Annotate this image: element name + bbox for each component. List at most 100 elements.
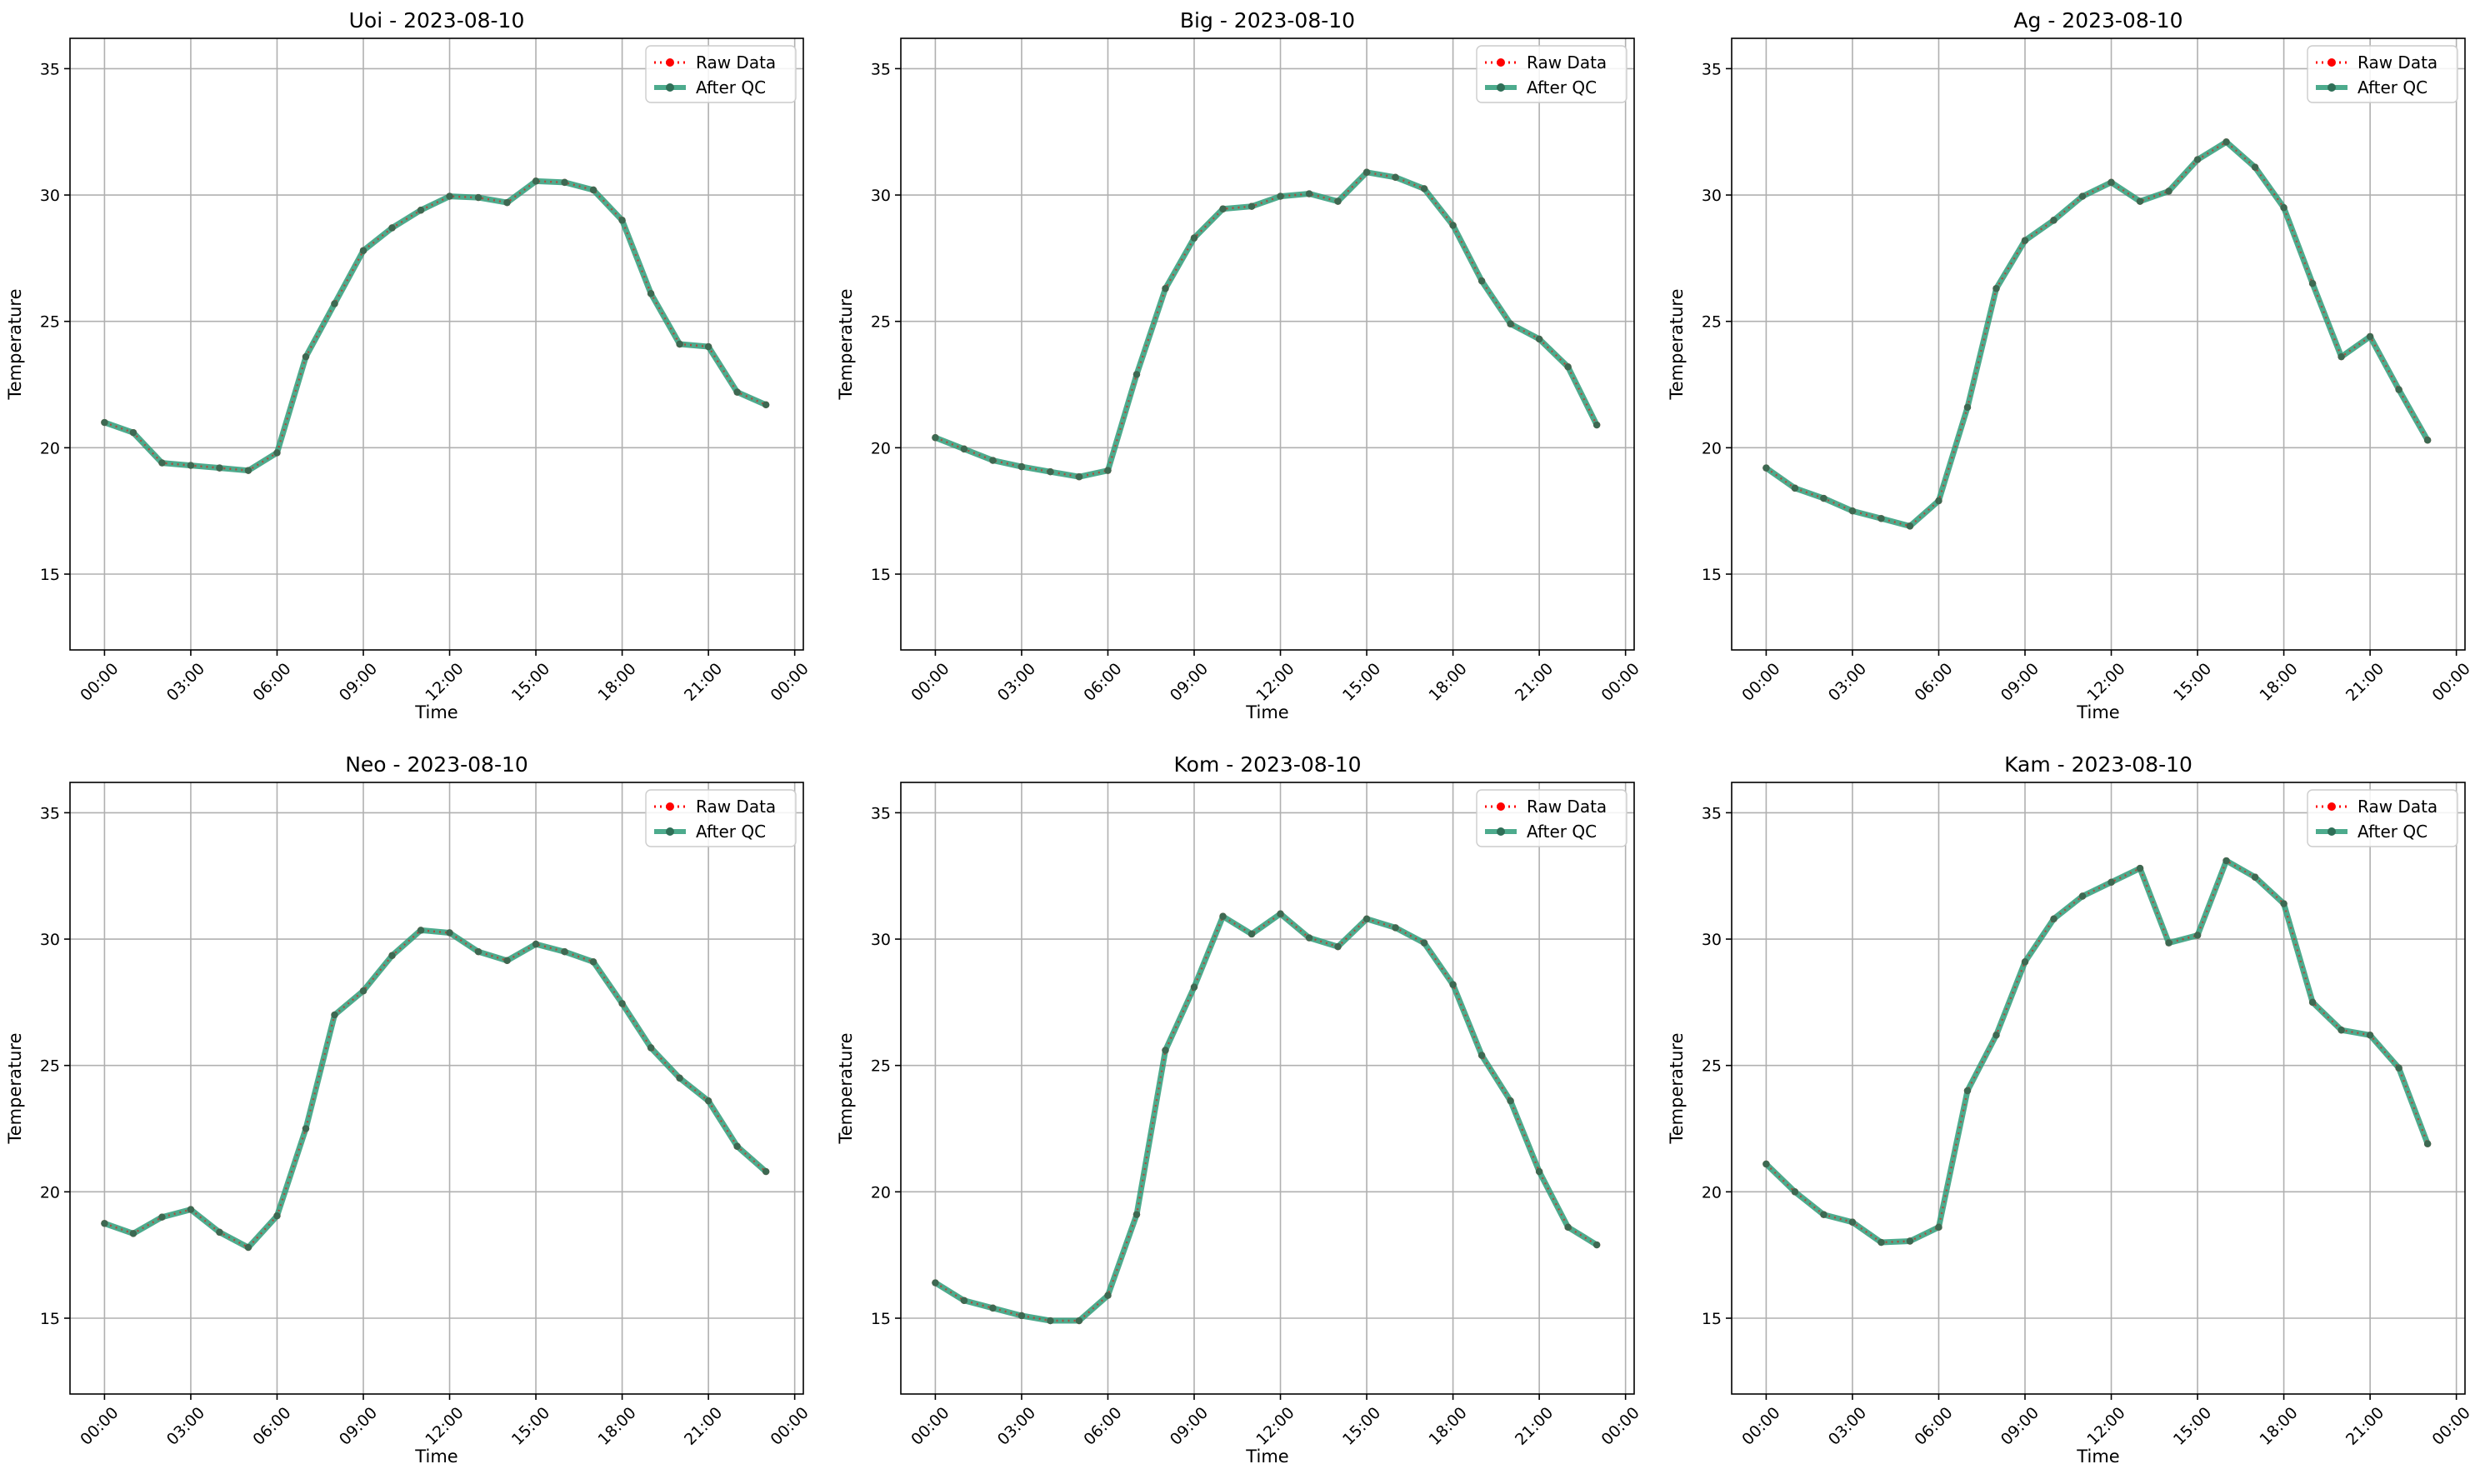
after-qc-point [158, 1213, 166, 1221]
x-axis-label: Time [414, 1447, 458, 1467]
axes-frame [69, 37, 804, 651]
x-axis-label: Time [1245, 1447, 1288, 1467]
after-qc-point [1935, 1223, 1942, 1232]
legend-raw-marker-icon [2328, 58, 2336, 67]
x-tick-label: 18:00 [594, 660, 639, 705]
y-tick-label: 20 [1702, 1183, 1722, 1202]
after-qc-point [1018, 462, 1026, 471]
after-qc-point [1848, 507, 1857, 515]
y-axis-label: Temperature [836, 288, 856, 400]
after-qc-point [187, 462, 195, 469]
after-qc-point [1762, 464, 1770, 472]
chart-title: Uoi - 2023-08-10 [349, 8, 525, 32]
x-tick-label: 18:00 [1425, 1404, 1470, 1449]
x-tick-label: 06:00 [1080, 1404, 1125, 1449]
after-qc-point [2366, 1032, 2374, 1039]
y-tick-label: 20 [40, 1183, 60, 1202]
after-qc-point [589, 186, 598, 194]
after-qc-point [388, 952, 396, 959]
legend-qc-marker-icon [2328, 827, 2336, 836]
x-tick-label: 00:00 [2429, 1404, 2474, 1449]
after-qc-point [129, 1230, 138, 1237]
after-qc-point [1420, 939, 1428, 947]
y-tick-label: 15 [40, 1310, 60, 1328]
after-qc-point [1535, 1167, 1543, 1176]
after-qc-point [1963, 403, 1972, 412]
legend-raw-marker-icon [1497, 58, 1505, 67]
after-qc-point [244, 467, 252, 474]
after-qc-point [1362, 915, 1371, 922]
series-line-raw-data [1765, 859, 2429, 1244]
grid [1732, 38, 2465, 650]
after-qc-point [676, 1074, 683, 1082]
after-qc-point [989, 457, 997, 464]
x-tick-label: 15:00 [2170, 1404, 2215, 1449]
x-tick-label: 00:00 [1598, 660, 1643, 705]
after-qc-point [676, 340, 683, 348]
after-qc-point [359, 247, 368, 254]
after-qc-point [1132, 1211, 1141, 1218]
legend-qc-marker-icon [666, 827, 674, 836]
legend-raw-marker-icon [666, 802, 674, 811]
series-line-raw-data [104, 929, 767, 1249]
legend-qc-marker-icon [1497, 83, 1505, 92]
after-qc-point [302, 352, 310, 361]
x-tick-label: 00:00 [1738, 1404, 1783, 1449]
axes-frame [900, 782, 1635, 1395]
chart-title: Big - 2023-08-10 [1180, 8, 1355, 32]
legend-qc-marker-icon [666, 83, 674, 92]
after-qc-point [101, 1220, 108, 1227]
after-qc-point [2366, 332, 2374, 341]
y-tick-label: 20 [1702, 439, 1722, 457]
x-tick-label: 03:00 [1825, 1404, 1870, 1449]
after-qc-point [618, 217, 626, 224]
x-tick-label: 00:00 [1598, 1404, 1643, 1449]
x-tick-label: 03:00 [163, 1404, 208, 1449]
x-axis-label: Time [414, 702, 458, 722]
x-tick-label: 06:00 [1911, 660, 1956, 705]
after-qc-point [1820, 1211, 1828, 1218]
y-axis-label: Temperature [1667, 1032, 1687, 1144]
after-qc-point [1047, 1317, 1054, 1325]
y-tick-label: 35 [871, 60, 891, 78]
x-tick-label: 21:00 [2342, 1404, 2388, 1449]
chart-panel-4: 15 20 25 30 35 00:00 03:00 06:00 09:00 12:00 15:00… [5, 752, 812, 1467]
after-qc-point [932, 434, 939, 442]
after-qc-point [2251, 873, 2259, 881]
x-tick-label: 00:00 [2429, 660, 2474, 705]
x-tick-label: 15:00 [1339, 1404, 1384, 1449]
legend-qc-label: After QC [2358, 822, 2428, 842]
x-tick-label: 09:00 [1167, 660, 1212, 705]
chart-panel-5: 15 20 25 30 35 00:00 03:00 06:00 09:00 12:00 15:00… [836, 752, 1643, 1467]
after-qc-point [561, 948, 568, 956]
after-qc-point [1018, 1312, 1026, 1320]
after-qc-point [561, 178, 568, 187]
legend-qc-label: After QC [1527, 822, 1597, 842]
after-qc-point [960, 1297, 968, 1304]
after-qc-point [2338, 1027, 2345, 1034]
after-qc-point [187, 1206, 195, 1213]
after-qc-point [2165, 939, 2172, 947]
after-qc-point [2222, 138, 2230, 146]
after-qc-point [2108, 178, 2115, 187]
x-tick-label: 09:00 [1998, 1404, 2042, 1449]
x-tick-label: 18:00 [594, 1404, 639, 1449]
x-tick-label: 03:00 [1825, 660, 1870, 705]
x-tick-label: 21:00 [2342, 660, 2388, 705]
after-qc-point [1132, 371, 1141, 378]
after-qc-point [2021, 237, 2029, 244]
axes-frame [1731, 782, 2466, 1395]
after-qc-point [647, 290, 655, 297]
after-qc-point [1219, 205, 1227, 212]
after-qc-point [618, 1000, 626, 1007]
after-qc-point [302, 1125, 310, 1132]
series-line-raw-data [934, 171, 1598, 478]
series-line-raw-data [934, 912, 1598, 1322]
x-tick-label: 15:00 [1339, 660, 1384, 705]
after-qc-point [1791, 1188, 1799, 1196]
after-qc-point [1564, 363, 1572, 371]
after-qc-point [388, 224, 396, 232]
x-tick-label: 06:00 [249, 660, 294, 705]
x-tick-label: 00:00 [77, 1404, 122, 1449]
y-tick-label: 35 [1702, 60, 1722, 78]
